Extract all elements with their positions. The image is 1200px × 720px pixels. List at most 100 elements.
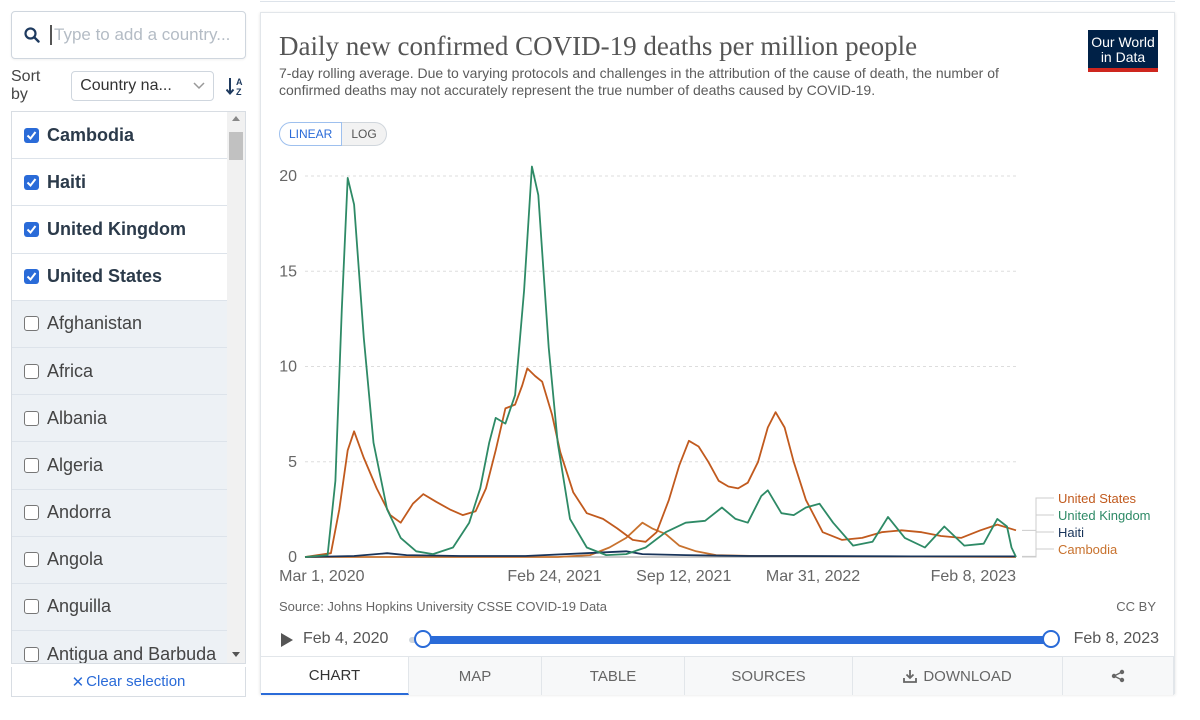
checkbox[interactable]	[24, 174, 39, 190]
search-box[interactable]	[11, 11, 246, 59]
check-icon	[26, 225, 37, 234]
share-icon	[1111, 669, 1125, 683]
timeline-end-handle[interactable]	[1042, 630, 1060, 648]
sort-select[interactable]: Country na...	[71, 71, 214, 101]
checkbox[interactable]	[24, 552, 39, 568]
checkbox[interactable]	[24, 599, 39, 615]
timeline-selected-range[interactable]	[423, 636, 1051, 644]
checkbox[interactable]	[24, 269, 39, 285]
sort-select-value: Country na...	[80, 77, 172, 94]
legend-connector	[1022, 531, 1054, 557]
x-tick-label: Sep 12, 2021	[636, 568, 731, 585]
checkbox[interactable]	[24, 127, 39, 143]
svg-text:A: A	[236, 77, 243, 87]
scroll-down-icon[interactable]	[232, 652, 240, 657]
chevron-down-icon	[193, 82, 205, 90]
log-scale-button[interactable]: LOG	[342, 122, 387, 146]
list-item-label: Africa	[47, 360, 94, 381]
search-input[interactable]	[50, 25, 240, 45]
tab-download[interactable]: DOWNLOAD	[853, 657, 1063, 695]
tab-label: SOURCES	[731, 667, 806, 685]
logo-line-2: in Data	[1100, 49, 1146, 65]
list-item[interactable]: Albania	[12, 395, 227, 443]
list-item-label: Antigua and Barbuda	[47, 643, 217, 664]
tab-chart[interactable]: CHART	[261, 657, 409, 695]
list-item-label: Albania	[47, 407, 108, 428]
scroll-thumb[interactable]	[229, 132, 243, 160]
tab-label: DOWNLOAD	[923, 667, 1012, 685]
clear-selection-button[interactable]: ✕ Clear selection	[11, 667, 246, 697]
x-tick-label: Mar 1, 2020	[279, 568, 364, 585]
sort-order-button[interactable]: A Z	[226, 76, 246, 96]
timeline-end-label: Feb 8, 2023	[1073, 630, 1159, 647]
checkbox[interactable]	[24, 363, 39, 379]
list-item-label: Afghanistan	[47, 313, 143, 334]
legend-label[interactable]: Haiti	[1058, 525, 1084, 540]
list-item[interactable]: Angola	[12, 536, 227, 584]
legend-label[interactable]: United Kingdom	[1058, 508, 1151, 523]
linear-scale-button[interactable]: LINEAR	[279, 122, 343, 146]
y-tick-label: 10	[279, 359, 297, 376]
series-line-united-states[interactable]	[304, 367, 1017, 558]
list-item[interactable]: Haiti	[12, 159, 227, 207]
list-item-label: Cambodia	[47, 124, 135, 145]
x-tick-label: Feb 8, 2023	[931, 568, 1017, 585]
list-item[interactable]: Andorra	[12, 489, 227, 537]
entity-list[interactable]: Cambodia Haiti United Kingdom United States…	[11, 111, 246, 664]
y-tick-label: 0	[288, 549, 297, 566]
sort-row: Sort by Country na... A Z	[11, 68, 246, 103]
line-chart[interactable]: 0 5 10 15 20 Mar 1, 2020 Feb 24, 2021 Sep 12, 2…	[261, 153, 1174, 598]
timeline-start-handle[interactable]	[414, 630, 432, 648]
list-item[interactable]: United States	[12, 253, 227, 301]
list-item[interactable]: Afghanistan	[12, 300, 227, 348]
list-item-label: United Kingdom	[47, 218, 186, 239]
chart-source[interactable]: Source: Johns Hopkins University CSSE CO…	[279, 599, 608, 614]
y-tick-label: 20	[279, 168, 297, 185]
logo-line-1: Our World	[1091, 34, 1155, 50]
x-tick-label: Mar 31, 2022	[766, 568, 860, 585]
scroll-up-icon[interactable]	[232, 116, 240, 121]
chart-subtitle: 7-day rolling average. Due to varying pr…	[279, 65, 999, 98]
owid-logo[interactable]: Our World in Data	[1088, 30, 1158, 72]
list-item-label: Algeria	[47, 454, 104, 475]
list-item[interactable]: Antigua and Barbuda	[12, 631, 227, 664]
sort-label: Sort by	[11, 68, 41, 103]
checkbox[interactable]	[24, 221, 39, 237]
checkbox[interactable]	[24, 457, 39, 473]
list-item-label: United States	[47, 266, 163, 287]
tab-map[interactable]: MAP	[409, 657, 542, 695]
y-tick-label: 15	[279, 263, 297, 280]
series-line-haiti[interactable]	[304, 550, 1016, 558]
chart-card: Daily new confirmed COVID-19 deaths per …	[260, 12, 1175, 695]
download-icon	[903, 670, 918, 683]
series-line-united-kingdom[interactable]	[304, 165, 1017, 558]
chart-license[interactable]: CC BY	[1116, 599, 1156, 614]
check-icon	[26, 272, 37, 282]
list-item-label: Andorra	[47, 502, 112, 523]
tab-label: CHART	[308, 666, 361, 684]
checkbox[interactable]	[24, 505, 39, 521]
list-item[interactable]: Africa	[12, 347, 227, 396]
list-scrollbar[interactable]	[227, 112, 245, 663]
checkbox[interactable]	[24, 316, 39, 332]
check-icon	[26, 178, 37, 187]
timeline: Feb 4, 2020 Feb 8, 2023	[279, 625, 1159, 655]
checkbox[interactable]	[24, 410, 39, 426]
checkbox[interactable]	[24, 646, 39, 662]
check-icon	[26, 130, 37, 140]
list-item[interactable]: Cambodia	[12, 112, 227, 160]
legend-connector	[1022, 497, 1054, 531]
tab-sources[interactable]: SOURCES	[685, 657, 853, 695]
svg-text:Z: Z	[236, 87, 242, 96]
tab-table[interactable]: TABLE	[542, 657, 685, 695]
legend-label[interactable]: United States	[1058, 491, 1137, 506]
chart-title: Daily new confirmed COVID-19 deaths per …	[279, 31, 918, 61]
list-item[interactable]: Anguilla	[12, 583, 227, 632]
play-icon[interactable]	[281, 633, 293, 647]
list-item[interactable]: United Kingdom	[12, 206, 227, 254]
legend-label[interactable]: Cambodia	[1058, 542, 1118, 557]
y-tick-label: 5	[288, 454, 297, 471]
tab-share[interactable]	[1063, 657, 1174, 695]
timeline-start-label: Feb 4, 2020	[303, 630, 389, 647]
list-item[interactable]: Algeria	[12, 442, 227, 490]
